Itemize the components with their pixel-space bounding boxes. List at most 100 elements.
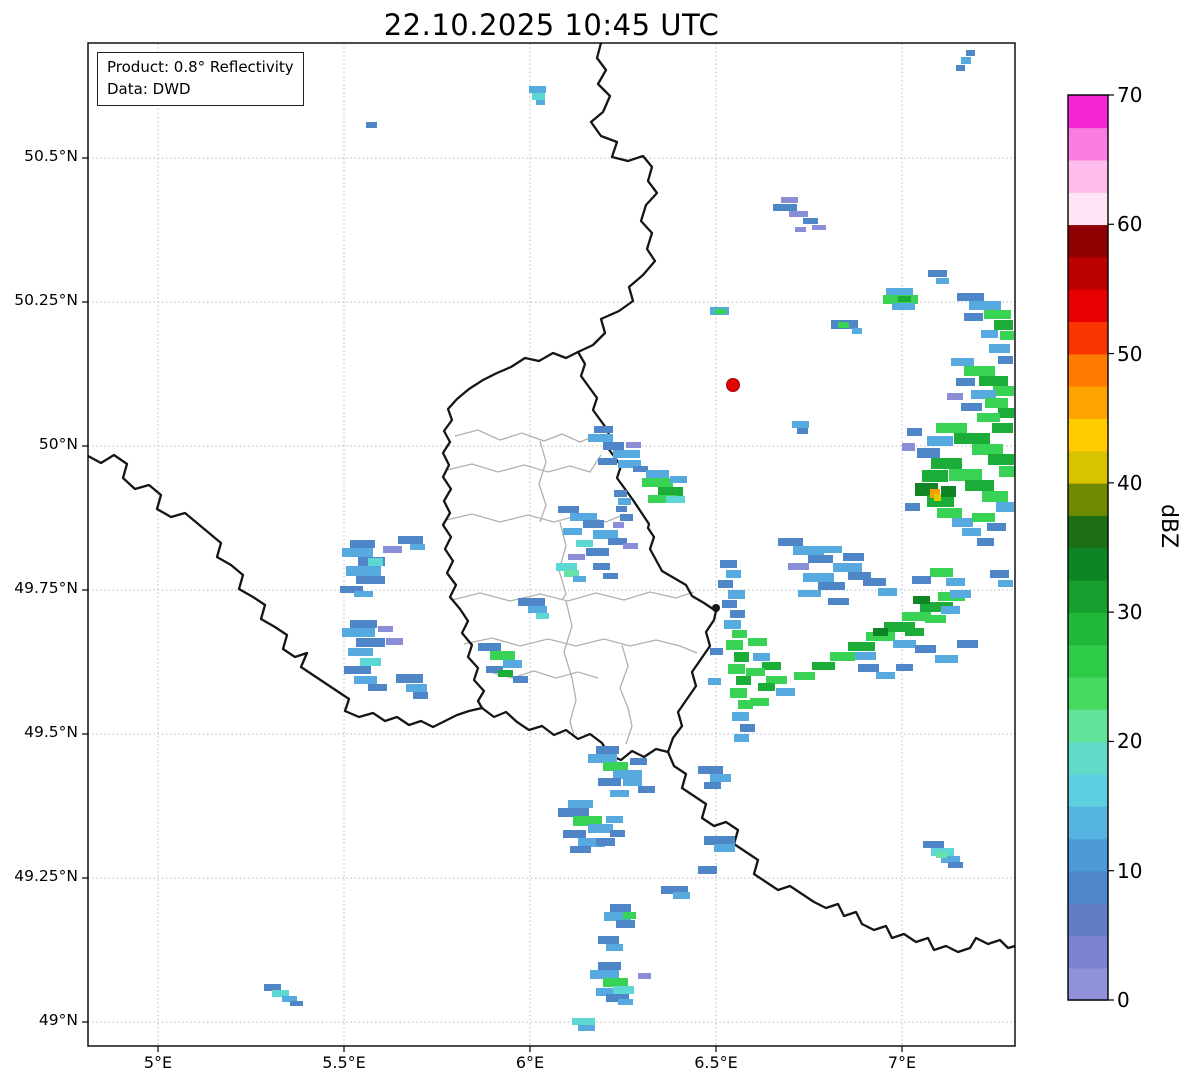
radar-echo-cell bbox=[726, 570, 741, 578]
radar-echo-cell bbox=[578, 1025, 595, 1031]
radar-echo-cell bbox=[915, 645, 936, 653]
radar-echo-cell bbox=[913, 596, 930, 604]
radar-echo-cell bbox=[979, 376, 1008, 386]
radar-echo-cell bbox=[892, 303, 915, 310]
radar-echo-cell bbox=[981, 330, 998, 338]
radar-echo-cell bbox=[264, 984, 281, 991]
x-tick-label: 5°E bbox=[143, 1053, 173, 1072]
colorbar-band bbox=[1068, 127, 1108, 161]
radar-echo-cell bbox=[638, 973, 651, 979]
axis-tick-marks bbox=[82, 157, 903, 1052]
radar-echo-cell bbox=[598, 778, 621, 786]
radar-echo-cell bbox=[593, 530, 618, 539]
radar-echo-cell bbox=[478, 643, 501, 651]
radar-echo-cell bbox=[972, 444, 1003, 455]
radar-echo-cell bbox=[992, 423, 1013, 433]
radar-echo-cell bbox=[838, 322, 849, 328]
radar-echo-cell bbox=[990, 570, 1009, 578]
radar-echo-cell bbox=[272, 990, 289, 997]
radar-echo-cell bbox=[614, 490, 627, 497]
radar-echo-cell bbox=[823, 546, 842, 553]
colorbar-band bbox=[1068, 709, 1108, 743]
colorbar-band bbox=[1068, 95, 1108, 129]
radar-echo-cell bbox=[720, 560, 737, 568]
x-tick-label: 6.5°E bbox=[694, 1053, 738, 1072]
radar-echo-cell bbox=[606, 816, 623, 823]
radar-echo-cell bbox=[590, 970, 619, 979]
radar-echo-cell bbox=[736, 676, 751, 685]
plot-title: 22.10.2025 10:45 UTC bbox=[383, 8, 720, 42]
radar-echo-cell bbox=[996, 502, 1014, 512]
radar-echo-cell bbox=[583, 520, 604, 528]
radar-echo-cell bbox=[588, 434, 613, 442]
radar-echo-cell bbox=[698, 766, 723, 774]
radar-echo-cell bbox=[613, 522, 624, 528]
radar-echo-cell bbox=[710, 648, 723, 655]
radar-echo-cell bbox=[603, 442, 624, 450]
radar-echo-cell bbox=[793, 546, 824, 555]
radar-echo-cell bbox=[852, 328, 862, 334]
radar-echo-cell bbox=[961, 57, 971, 64]
colorbar-tick-label: 0 bbox=[1117, 988, 1130, 1012]
radar-echo-cell bbox=[556, 563, 577, 571]
radar-echo-cell bbox=[917, 448, 940, 458]
radar-echo-cell bbox=[778, 538, 803, 546]
radar-echo-cell bbox=[573, 576, 586, 582]
radar-echo-cell bbox=[748, 638, 767, 646]
radar-echo-cell bbox=[957, 293, 984, 301]
regional-border-path bbox=[446, 454, 602, 473]
radar-echo-cell bbox=[673, 892, 690, 899]
colorbar-axis-label: dBZ bbox=[1156, 504, 1181, 549]
radar-echo-cell bbox=[573, 816, 602, 826]
radar-echo-cell bbox=[998, 580, 1013, 587]
radar-echo-cell bbox=[948, 862, 963, 868]
radar-echo-cell bbox=[930, 489, 940, 498]
radar-echo-cell bbox=[773, 204, 797, 211]
radar-echo-cell bbox=[941, 606, 960, 614]
radar-echo-cell bbox=[941, 486, 956, 497]
radar-echo-cell bbox=[884, 622, 915, 632]
colorbar-band bbox=[1068, 256, 1108, 290]
radar-echo-cell bbox=[564, 570, 579, 577]
radar-echo-cell bbox=[987, 523, 1006, 531]
radar-echo-cell bbox=[902, 443, 915, 451]
radar-echo-cell bbox=[762, 662, 781, 670]
radar-echo-cell bbox=[746, 668, 765, 676]
radar-echo-cell bbox=[956, 65, 965, 71]
radar-echo-cell bbox=[988, 454, 1014, 465]
radar-echo-cell bbox=[738, 700, 753, 709]
colorbar-band bbox=[1068, 676, 1108, 710]
radar-echo-cell bbox=[866, 632, 895, 641]
y-tick-label: 50.25°N bbox=[14, 291, 78, 309]
colorbar-band bbox=[1068, 482, 1108, 516]
radar-echo-cell bbox=[972, 513, 995, 522]
colorbar-tick-label: 40 bbox=[1117, 470, 1143, 495]
colorbar-band bbox=[1068, 612, 1108, 646]
radar-echo-cell bbox=[356, 638, 385, 647]
radar-echo-cell bbox=[646, 470, 669, 478]
radar-echo-cell bbox=[536, 100, 545, 105]
radar-echo-cell bbox=[808, 555, 833, 563]
colorbar-band bbox=[1068, 224, 1108, 258]
radar-echo-cell bbox=[570, 513, 597, 521]
radar-echo-cell bbox=[966, 50, 975, 56]
radar-echo-cell bbox=[708, 678, 721, 685]
radar-echo-cell bbox=[858, 664, 879, 672]
colorbar-band bbox=[1068, 353, 1108, 387]
radar-echo-cell bbox=[413, 692, 428, 699]
radar-echo-cell bbox=[354, 591, 373, 597]
national-border-path bbox=[576, 350, 718, 754]
regional-border-path bbox=[619, 644, 633, 745]
radar-echo-cell bbox=[732, 630, 747, 638]
radar-echo-cell bbox=[715, 309, 726, 314]
radar-echo-cell bbox=[613, 986, 634, 994]
radar-echo-cell bbox=[610, 830, 625, 837]
y-tick-label: 49.25°N bbox=[14, 867, 78, 885]
colorbar-band bbox=[1068, 191, 1108, 226]
radar-echo-cell bbox=[971, 390, 996, 399]
radar-echo-cell bbox=[936, 278, 949, 284]
radar-echo-cell bbox=[626, 442, 641, 448]
radar-echo-cell bbox=[648, 495, 677, 503]
colorbar-band bbox=[1068, 870, 1108, 904]
